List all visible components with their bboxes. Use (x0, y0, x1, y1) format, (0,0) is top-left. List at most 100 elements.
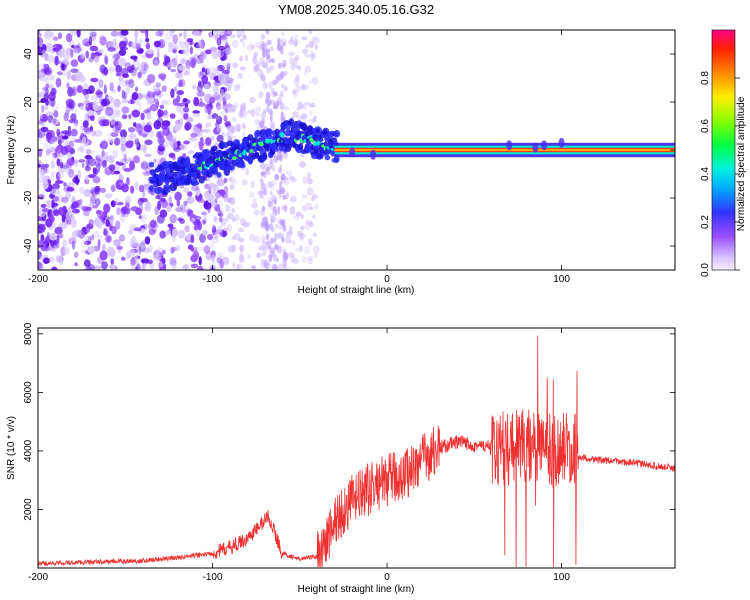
spectrogram-noise-blob (117, 85, 121, 92)
spectrogram-faint-blob (289, 195, 297, 203)
spectrogram-noise-blob (42, 208, 50, 213)
spectrogram-noise-blob (134, 181, 139, 190)
spectrogram-noise-blob (93, 81, 103, 87)
spectrogram-noise-blob (197, 102, 206, 107)
spectrogram-noise-blob (58, 170, 64, 179)
spectrogram-noise-blob (175, 207, 183, 213)
spectrogram-noise-blob (38, 230, 42, 234)
spectrogram-noise-blob (114, 120, 122, 131)
spectrogram-ridge-envelope (159, 169, 165, 176)
spectrogram-ridge-envelope (198, 175, 205, 184)
spectrogram-faint-blob (297, 66, 301, 71)
spectrogram-noise-blob (183, 187, 190, 193)
spectrogram-faint-blob (291, 89, 297, 95)
spectrogram-noise-blob (40, 163, 46, 171)
spectrogram-noise-blob (213, 76, 219, 81)
spectrogram-noise-blob (115, 66, 123, 75)
spectrogram-stripe-blob (268, 200, 271, 209)
spectrogram-noise-blob (175, 244, 181, 252)
spectrogram-noise-blob (144, 205, 152, 212)
spectrogram-noise-blob (51, 118, 59, 125)
spectrogram-noise-blob (42, 142, 48, 151)
spectrogram-noise-blob (201, 67, 206, 73)
spectrogram-noise-blob (199, 233, 206, 243)
spectrogram-stripe-blob (269, 114, 273, 122)
spectrogram-stripe-blob (270, 215, 277, 223)
spectrogram-noise-blob (215, 251, 225, 261)
spectrogram-faint-blob (301, 205, 307, 212)
spectrogram-noise-blob (79, 75, 86, 83)
spectrogram-noise-blob (130, 256, 136, 267)
snr-xtick-label: -200 (28, 572, 48, 583)
spectrogram-faint-blob (216, 105, 222, 111)
spectrogram-noise-blob (57, 139, 62, 146)
spectrogram-noise-blob (52, 118, 57, 124)
spectrogram-noise-blob (38, 45, 41, 55)
spectrogram-noise-blob (221, 69, 230, 75)
spectrogram-noise-blob (107, 47, 116, 52)
spectrogram-faint-blob (269, 64, 275, 71)
spectrogram-noise-blob (112, 89, 116, 94)
spectrogram-noise-blob (61, 47, 65, 55)
spectrogram-faint-blob (217, 38, 221, 47)
spectrogram-stripe-blob (272, 165, 276, 172)
spectrogram-noise-blob (177, 217, 184, 222)
spectrogram-noise-blob (135, 43, 141, 50)
spectrogram-noise-blob (84, 142, 89, 147)
spectrogram-faint-blob (310, 206, 314, 211)
spectrogram-faint-blob (212, 231, 219, 240)
spectrogram-noise-blob (202, 267, 207, 270)
spectrogram-noise-blob (155, 82, 161, 88)
spectrogram-noise-blob (156, 136, 161, 144)
spectrogram-noise-blob (51, 98, 55, 108)
spectrogram-faint-blob (229, 184, 235, 190)
spectrogram-noise-blob (50, 160, 56, 169)
spectrogram-noise-blob (97, 49, 105, 54)
spectrogram-noise-blob (206, 233, 214, 241)
spectrogram-faint-blob (272, 253, 278, 262)
spectrogram-noise-blob (124, 62, 132, 70)
spectrogram-noise-blob (144, 153, 152, 158)
spectrogram-noise-blob (92, 101, 98, 111)
spectrogram-noise-blob (180, 58, 186, 65)
spectrogram-band-disturbance (506, 140, 513, 151)
spectrogram-faint-blob (292, 111, 299, 119)
spectrogram-noise-blob (193, 224, 199, 231)
spectrogram-stripe-blob (267, 244, 272, 249)
spectrogram-noise-blob (102, 119, 110, 127)
spectrogram-noise-blob (110, 30, 119, 37)
spectrogram-noise-blob (183, 113, 189, 120)
spectrogram-noise-blob (142, 144, 147, 154)
spectrogram-noise-blob (224, 31, 231, 35)
spectrogram-noise-blob (90, 149, 95, 155)
spectrogram-faint-blob (259, 178, 264, 184)
spectrogram-noise-blob (46, 132, 53, 140)
spectrogram-ridge-envelope (298, 143, 304, 151)
spectrogram-noise-blob (144, 139, 153, 146)
spectrogram-faint-blob (263, 187, 268, 196)
spectrogram-noise-blob (108, 164, 116, 172)
spectrogram-faint-blob (216, 72, 223, 77)
spectrogram-noise-blob (197, 265, 204, 270)
spectrogram-noise-blob (125, 81, 133, 87)
spectrogram-ridge-envelope (226, 159, 234, 165)
spectrogram-noise-blob (176, 198, 180, 207)
spectrogram-faint-blob (236, 30, 242, 38)
spectrogram-noise-blob (161, 85, 167, 92)
spectrogram-noise-blob (224, 218, 228, 225)
spectrogram-stripe-blob (269, 110, 274, 117)
spectrogram-faint-blob (256, 252, 263, 258)
spectrogram-noise-blob (101, 156, 109, 162)
spectrogram-noise-blob (188, 136, 197, 142)
spectrogram-ytick-label: 40 (23, 48, 34, 60)
spectrogram-ridge-envelope (148, 185, 154, 192)
spectrogram-noise-blob (79, 129, 84, 137)
spectrogram-noise-blob (67, 215, 75, 220)
spectrogram-faint-blob (233, 232, 241, 241)
spectrogram-noise-blob (130, 98, 134, 105)
spectrogram-noise-blob (79, 145, 85, 154)
spectrogram-stripe-blob (281, 83, 284, 89)
spectrogram-faint-blob (214, 116, 220, 120)
snr-ytick-label: 6000 (23, 381, 34, 404)
spectrogram-noise-blob (218, 217, 223, 223)
